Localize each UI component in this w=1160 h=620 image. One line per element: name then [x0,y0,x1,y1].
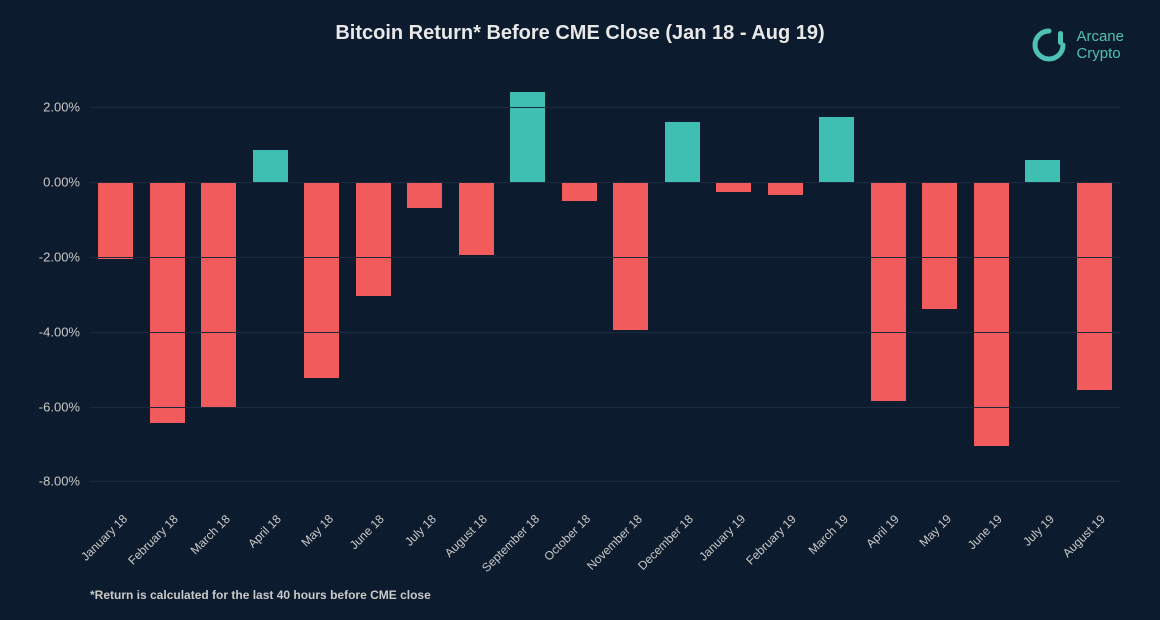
xtick-label: April 18 [245,512,284,551]
ytick-label: -2.00% [20,249,80,264]
xtick-label: January 19 [696,512,748,564]
bar [922,182,957,309]
bar [768,182,803,195]
bar [562,182,597,201]
brand-logo: Arcane Crypto [1032,28,1124,63]
bar [871,182,906,401]
bar [150,182,185,423]
xtick-label: June 19 [965,512,1005,552]
gridline [90,481,1120,482]
xtick-label: February 19 [743,512,799,568]
gridline [90,107,1120,108]
bar [98,182,133,259]
gridline [90,257,1120,258]
bar [665,122,700,182]
x-axis-labels: January 18February 18March 18April 18May… [90,500,1120,590]
plot-area: 2.00%0.00%-2.00%-4.00%-6.00%-8.00% [90,70,1120,500]
brand-logo-text: Arcane Crypto [1076,28,1124,63]
xtick-label: July 18 [402,512,439,549]
bar [1077,182,1112,390]
ytick-label: 0.00% [20,175,80,190]
ytick-label: -4.00% [20,324,80,339]
bar [201,182,236,408]
footnote: *Return is calculated for the last 40 ho… [90,588,431,602]
bar [819,117,854,182]
bar [407,182,442,208]
gridline [90,407,1120,408]
xtick-label: January 18 [78,512,130,564]
arcane-logo-icon [1032,28,1066,62]
xtick-label: March 18 [187,512,232,557]
xtick-label: May 19 [916,512,953,549]
gridline [90,332,1120,333]
bar [356,182,391,296]
xtick-label: February 18 [125,512,181,568]
brand-line2: Crypto [1076,45,1124,62]
xtick-label: July 19 [1020,512,1057,549]
xtick-label: August 18 [442,512,490,560]
ytick-label: -6.00% [20,399,80,414]
bar [1025,160,1060,182]
ytick-label: -8.00% [20,474,80,489]
xtick-label: June 18 [347,512,387,552]
bar [304,182,339,378]
brand-line1: Arcane [1076,28,1124,45]
xtick-label: August 19 [1060,512,1108,560]
xtick-label: October 18 [542,512,594,564]
xtick-label: March 19 [805,512,850,557]
bar [459,182,494,255]
xtick-label: April 19 [863,512,902,551]
bar [510,92,545,182]
xtick-label: May 18 [298,512,335,549]
chart-title: Bitcoin Return* Before CME Close (Jan 18… [0,22,1160,45]
gridline [90,182,1120,183]
bar [716,182,751,191]
bar [253,150,288,182]
ytick-label: 2.00% [20,100,80,115]
bars-container [90,70,1120,500]
